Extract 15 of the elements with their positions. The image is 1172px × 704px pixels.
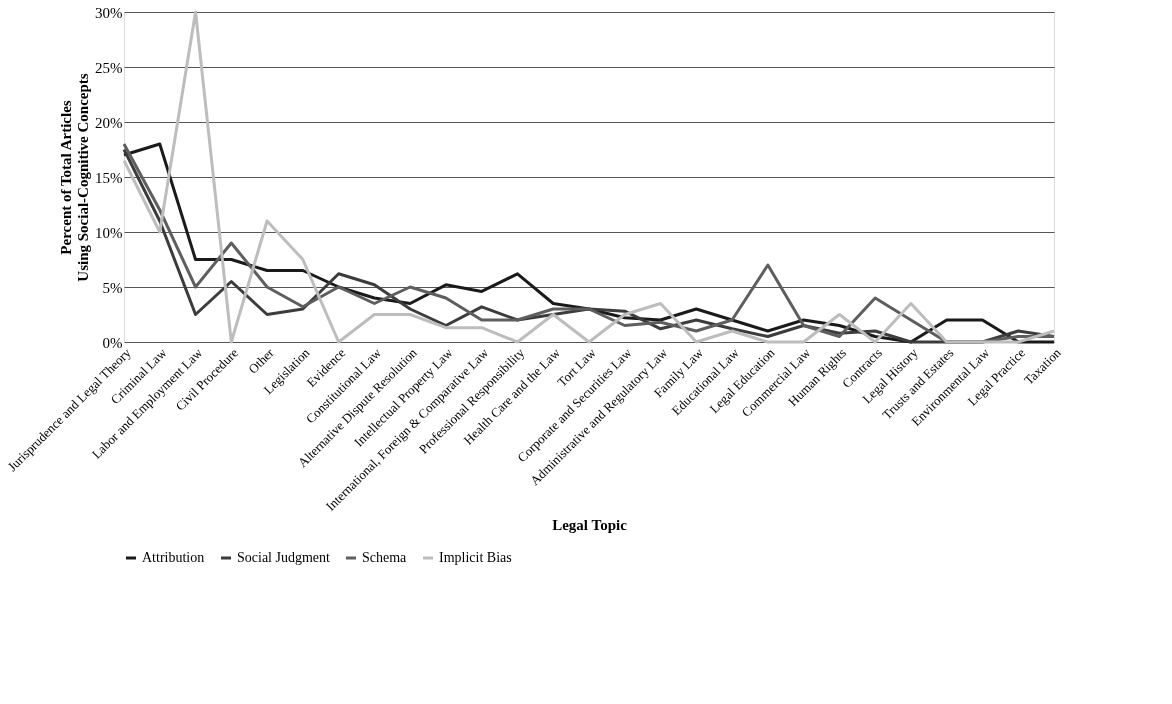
legend-label: Schema xyxy=(362,550,408,565)
legend-label: Attribution xyxy=(142,550,205,565)
legend-label: Implicit Bias xyxy=(439,550,512,565)
y-tick-label: 0% xyxy=(102,334,123,351)
y-tick-label: 25% xyxy=(95,59,123,76)
y-tick-label: 5% xyxy=(102,279,123,296)
y-tick-label: 30% xyxy=(95,4,123,21)
x-axis-title: Legal Topic xyxy=(552,516,628,533)
legend-label: Social Judgment xyxy=(237,550,331,565)
text: Percent of Total Articles xyxy=(58,100,74,255)
line-series xyxy=(122,10,1056,344)
text: Using Social-Cognitive Concepts xyxy=(75,73,91,282)
y-tick-label: 10% xyxy=(95,224,123,241)
y-tick-label: 20% xyxy=(95,114,123,131)
y-tick-label: 15% xyxy=(95,169,123,186)
